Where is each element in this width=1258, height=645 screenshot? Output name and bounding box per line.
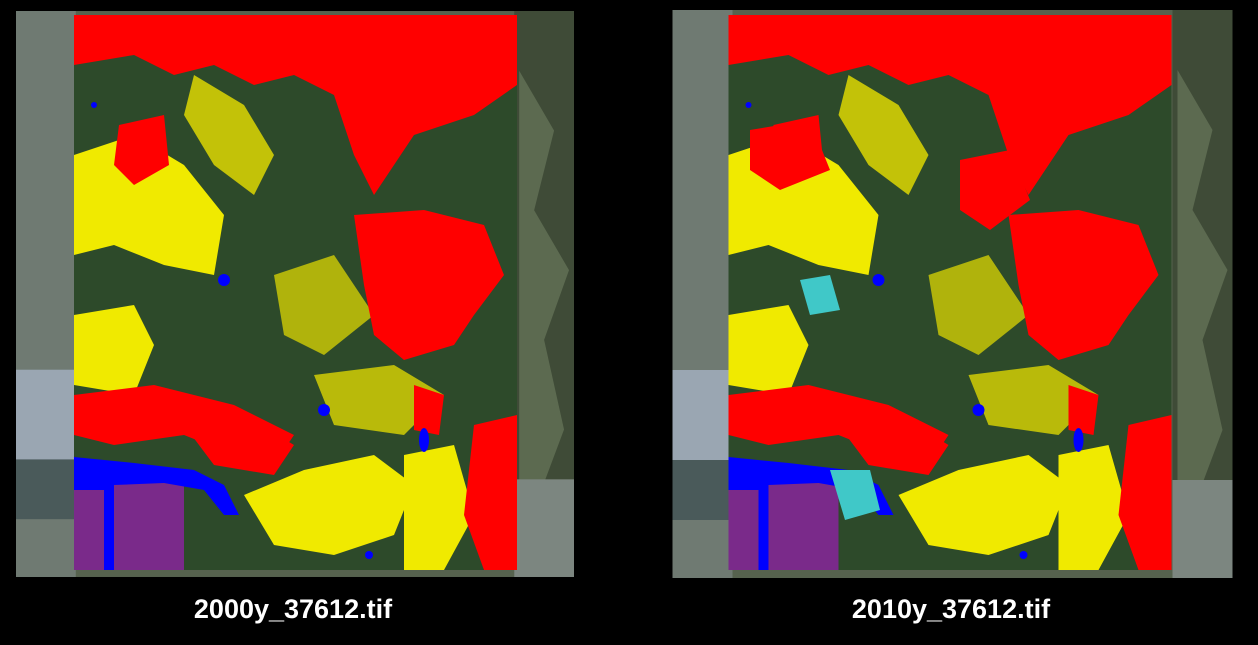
wetland <box>830 470 880 520</box>
land-cover-map <box>74 15 517 570</box>
image-caption: 2010y_37612.tif <box>852 594 1051 624</box>
urban-growth <box>960 150 1030 230</box>
urban-growth <box>750 120 830 190</box>
wetland <box>800 275 840 315</box>
land-cover-map <box>728 15 1172 570</box>
image-caption: 2000y_37612.tif <box>194 594 393 624</box>
